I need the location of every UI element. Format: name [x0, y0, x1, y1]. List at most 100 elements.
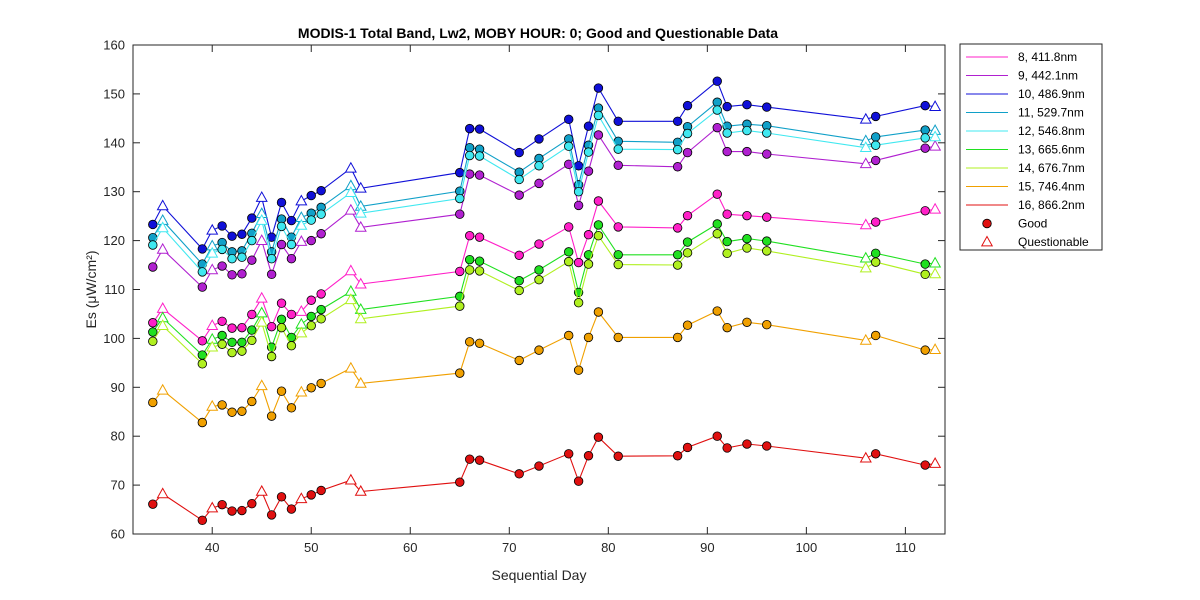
y-tick-label: 90 [111, 380, 125, 395]
data-point-good [920, 133, 930, 143]
legend-label: 9, 442.1nm [1018, 69, 1078, 83]
data-point-questionable [206, 263, 219, 275]
data-point-good [712, 219, 722, 229]
data-point-good [276, 386, 287, 396]
data-point-good [672, 162, 683, 172]
data-point-good [613, 250, 623, 260]
data-point-good [197, 336, 208, 346]
data-point-good [276, 197, 287, 208]
data-point-good [593, 196, 604, 206]
data-point-questionable [206, 501, 219, 513]
data-point-good [583, 451, 594, 461]
data-point-good [464, 123, 475, 134]
data-point-good [266, 253, 277, 264]
data-point-good [237, 322, 247, 333]
data-point-good [148, 499, 158, 509]
data-point-good [237, 505, 247, 516]
data-point-good [306, 320, 316, 331]
data-point-good [722, 322, 732, 333]
data-point-good [742, 146, 752, 157]
data-point-good [742, 439, 752, 449]
data-point-good [316, 485, 326, 496]
data-point-good [455, 301, 465, 311]
data-point-good [870, 248, 881, 259]
data-point-good [217, 261, 227, 271]
data-point-good [762, 128, 772, 138]
data-point-good [564, 256, 574, 267]
data-point-good [870, 449, 881, 459]
data-point-good [920, 100, 930, 111]
data-point-good [227, 231, 237, 241]
legend-box [959, 43, 1103, 251]
data-point-good [247, 498, 257, 509]
data-point-questionable [929, 139, 942, 151]
series-16-group [148, 431, 942, 526]
data-point-good [266, 510, 277, 520]
data-point-questionable [929, 100, 942, 111]
data-point-questionable [859, 218, 872, 230]
data-point-good [306, 215, 316, 225]
data-point-questionable [295, 235, 308, 246]
data-point-good [672, 116, 683, 126]
x-axis-label: Sequential Day [492, 567, 587, 583]
x-tick-label: 100 [796, 540, 818, 555]
data-point-good [682, 237, 693, 247]
data-point-good [237, 406, 247, 416]
data-point-good [286, 403, 297, 413]
x-tick-label: 40 [205, 540, 219, 555]
data-point-good [573, 298, 584, 308]
data-point-good [316, 289, 326, 299]
data-point-good [148, 397, 158, 408]
data-point-good [534, 161, 544, 171]
data-point-questionable [354, 220, 367, 232]
data-point-good [286, 341, 297, 351]
data-point-good [227, 323, 237, 333]
x-axis: 40 50 60 70 80 90 100 110 [205, 45, 916, 555]
y-tick-label: 60 [111, 527, 125, 542]
data-point-good [148, 336, 158, 347]
data-point-questionable [354, 181, 367, 193]
data-point-good [593, 432, 604, 442]
data-point-good [870, 330, 881, 341]
data-point-questionable [156, 487, 169, 499]
data-point-questionable [295, 194, 308, 206]
y-tick-label: 130 [103, 184, 125, 199]
data-point-questionable [255, 315, 268, 327]
data-point-good [197, 515, 208, 526]
data-point-good [573, 200, 584, 211]
data-point-good [306, 295, 316, 305]
data-point-questionable [295, 492, 308, 504]
data-point-good [316, 378, 326, 389]
data-point-questionable [929, 256, 942, 268]
data-point-good [742, 99, 752, 110]
data-point-good [514, 250, 524, 260]
data-point-questionable [344, 161, 357, 173]
data-point-good [920, 345, 930, 355]
series-layer [148, 76, 942, 526]
data-point-good [464, 231, 475, 241]
data-point-good [316, 186, 326, 196]
data-point-good [722, 443, 732, 453]
x-tick-label: 60 [403, 540, 417, 555]
data-point-questionable [255, 234, 268, 245]
data-point-good [920, 143, 930, 153]
data-point-questionable [354, 484, 367, 496]
data-point-questionable [859, 333, 872, 345]
data-point-good [148, 240, 158, 250]
data-point-good [197, 267, 208, 277]
data-point-questionable [344, 186, 357, 198]
data-point-good [217, 330, 227, 341]
legend: 8, 411.8nm 9, 442.1nm 10, 486.9nm 11, 529.7… [959, 43, 1103, 251]
data-point-questionable [929, 457, 942, 468]
data-point-questionable [859, 157, 872, 169]
data-point-good [514, 355, 524, 366]
data-point-good [682, 147, 693, 158]
data-point-good [672, 223, 683, 233]
data-point-good [227, 407, 237, 417]
data-point-questionable [156, 199, 169, 211]
data-point-good [870, 111, 881, 122]
data-point-good [217, 244, 227, 255]
data-point-good [564, 247, 574, 257]
data-point-good [682, 100, 693, 111]
data-point-questionable [255, 214, 268, 225]
